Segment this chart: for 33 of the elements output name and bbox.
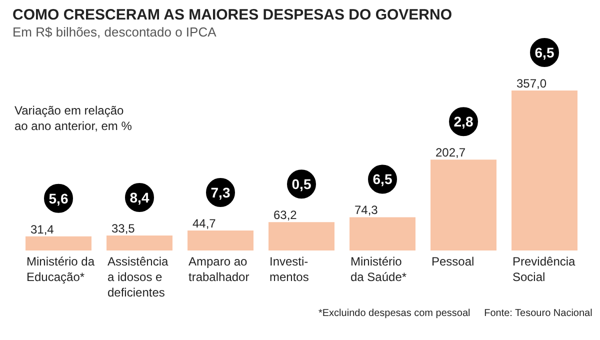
bar <box>350 217 416 250</box>
source-note: Fonte: Tesouro Nacional <box>484 308 592 319</box>
annotation: 7,3 <box>210 184 230 200</box>
x-tick-label: Assistência a idosos e deficientes <box>108 254 169 300</box>
bar <box>188 230 254 250</box>
data-label: 63,2 <box>274 208 298 222</box>
data-label: 202,7 <box>436 146 466 160</box>
bar <box>268 222 334 250</box>
data-label: 357,0 <box>516 76 547 90</box>
x-tick-label: Amparo ao trabalhador <box>188 254 250 284</box>
bar <box>430 160 496 250</box>
annotation: 6,5 <box>372 171 392 188</box>
text: *Excluindo despesas com pessoal <box>318 308 470 319</box>
annotation: Variação em relação ao ano anterior, em % <box>14 104 132 133</box>
annotation: 5,6 <box>48 190 68 206</box>
bar <box>26 236 92 250</box>
data-label: 44,7 <box>192 216 216 230</box>
bar <box>512 90 578 250</box>
x-tick-label: Previdência Social <box>512 254 576 284</box>
annotation: 8,4 <box>130 189 150 206</box>
x-tick-label: Investi- mentos <box>270 254 309 284</box>
chart-subtitle: Em R$ bilhões, descontado o IPCA <box>12 24 217 40</box>
data-label: 74,3 <box>354 203 378 218</box>
data-label: 33,5 <box>112 221 136 236</box>
data-label: 31,4 <box>30 222 54 236</box>
annotation: 0,5 <box>292 176 312 192</box>
annotation: 6,5 <box>534 44 554 60</box>
x-tick-label: Pessoal <box>432 254 474 268</box>
x-tick-label: Ministério da Saúde* <box>350 254 407 284</box>
chart-title: COMO CRESCERAM AS MAIORES DESPESAS DO GOVERNO <box>12 6 452 24</box>
x-tick-label: Ministério da Educação* <box>26 254 95 284</box>
annotation: 2,8 <box>454 114 474 130</box>
bar <box>106 235 172 250</box>
